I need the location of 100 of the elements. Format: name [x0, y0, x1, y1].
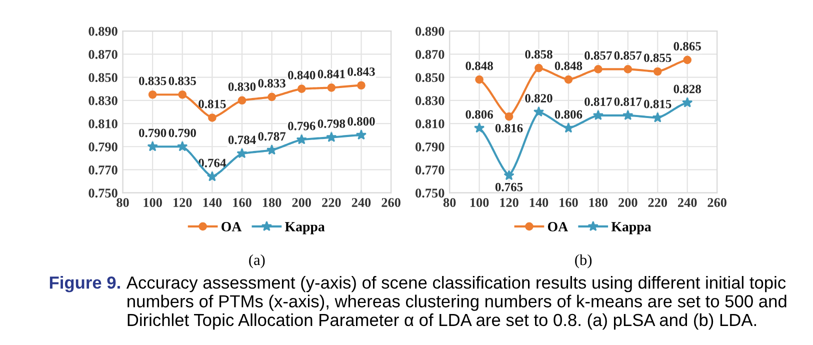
data-label: 0.848 — [466, 62, 493, 70]
y-tick-label: 0.890 — [416, 26, 444, 36]
y-tick-label: 0.750 — [88, 188, 118, 198]
point — [683, 56, 692, 64]
point — [148, 90, 157, 99]
x-tick-label: 80 — [116, 198, 129, 207]
text: (a) — [249, 254, 265, 268]
text: Accuracy assessment (y-axis) of scene classification results using different initial topic numbers of PTMs (x-axis), whereas clustering numbers of k-means are set to 500 and Dirichlet Topic Allocation Parameter α of LDA are set to 0.8. (a) pLSA and (b) LDA. — [126, 276, 786, 330]
data-label: 0.830 — [228, 82, 256, 91]
data-label: 0.796 — [288, 122, 316, 130]
x-tick-label: 240 — [678, 198, 697, 207]
x-tick-label: 220 — [322, 198, 341, 207]
data-label: 0.784 — [228, 136, 256, 144]
point — [475, 75, 484, 84]
y-tick-label: 0.810 — [416, 119, 444, 128]
data-label: 0.857 — [614, 51, 642, 60]
point — [327, 84, 336, 92]
y-tick-label: 0.770 — [416, 166, 444, 175]
point — [534, 64, 543, 72]
data-label: 0.820 — [525, 94, 552, 103]
point — [357, 81, 366, 90]
data-label: 0.765 — [495, 182, 523, 192]
x-tick-label: 160 — [560, 198, 578, 207]
point — [682, 97, 693, 108]
point — [236, 148, 248, 158]
point — [147, 141, 158, 152]
point — [504, 170, 514, 180]
y-tick-label: 0.850 — [88, 73, 118, 82]
y-tick-label: 0.870 — [88, 50, 118, 59]
point — [533, 106, 544, 117]
point — [297, 84, 306, 94]
x-tick-label: 260 — [708, 198, 726, 207]
data-label: 0.840 — [288, 70, 316, 80]
data-label: 0.843 — [348, 67, 375, 76]
y-tick-label: 0.850 — [416, 73, 444, 82]
data-label: 0.865 — [674, 42, 701, 51]
data-label: 0.815 — [644, 100, 672, 108]
text: (b) — [575, 254, 592, 268]
x-tick-label: 120 — [500, 198, 518, 207]
point — [266, 144, 278, 155]
point — [268, 92, 276, 102]
data-label: 0.787 — [258, 132, 286, 141]
point — [624, 65, 632, 74]
point — [564, 75, 573, 84]
x-tick-label: 200 — [618, 198, 638, 207]
x-tick-label: 220 — [648, 198, 668, 207]
data-label: 0.790 — [138, 128, 166, 138]
legend-label: OA — [548, 222, 568, 232]
y-tick-label: 0.830 — [416, 96, 444, 106]
legend-label: OA — [222, 222, 242, 232]
data-label: 0.800 — [348, 117, 375, 126]
point — [594, 65, 602, 74]
point — [238, 96, 246, 105]
y-tick-label: 0.770 — [88, 166, 118, 175]
data-label: 0.835 — [168, 76, 196, 86]
data-label: 0.858 — [525, 50, 552, 59]
data-label: 0.833 — [258, 79, 286, 88]
legend-label: Kappa — [284, 222, 325, 234]
data-label: 0.835 — [138, 76, 166, 86]
point — [178, 90, 187, 99]
data-label: 0.806 — [466, 110, 494, 119]
x-tick-label: 260 — [382, 198, 400, 207]
y-tick-label: 0.790 — [88, 142, 118, 152]
point — [592, 110, 604, 120]
data-label: 0.855 — [644, 54, 672, 62]
data-label: 0.815 — [198, 100, 226, 108]
data-label: 0.817 — [614, 98, 642, 106]
data-label: 0.806 — [554, 110, 582, 119]
data-label: 0.790 — [168, 128, 196, 138]
x-tick-label: 180 — [589, 198, 608, 207]
data-label: 0.816 — [495, 124, 523, 132]
data-label: 0.828 — [674, 84, 701, 94]
point — [622, 110, 634, 120]
point — [296, 134, 307, 144]
caption: Figure 9. — [50, 276, 120, 292]
y-tick-label: 0.790 — [416, 142, 444, 152]
x-tick-label: 120 — [174, 198, 192, 207]
point — [504, 112, 514, 121]
point — [177, 141, 188, 152]
point — [652, 112, 663, 122]
x-tick-label: 140 — [530, 198, 548, 207]
y-tick-label: 0.750 — [416, 188, 444, 198]
x-tick-label: 100 — [144, 198, 162, 207]
x-tick-label: 240 — [352, 198, 371, 207]
point — [563, 122, 574, 133]
point — [474, 122, 485, 133]
point — [356, 130, 367, 140]
point — [208, 114, 216, 122]
data-label: 0.817 — [584, 98, 612, 106]
y-tick-label: 0.830 — [88, 96, 118, 106]
y-tick-label: 0.810 — [88, 119, 118, 128]
x-tick-label: 80 — [443, 198, 456, 207]
data-label: 0.798 — [318, 119, 346, 128]
data-label: 0.857 — [584, 51, 612, 60]
y-tick-label: 0.870 — [416, 50, 444, 59]
point — [206, 171, 218, 182]
data-label: 0.841 — [318, 70, 345, 78]
point — [653, 67, 662, 76]
x-tick-label: 200 — [292, 198, 312, 207]
point — [326, 132, 337, 142]
